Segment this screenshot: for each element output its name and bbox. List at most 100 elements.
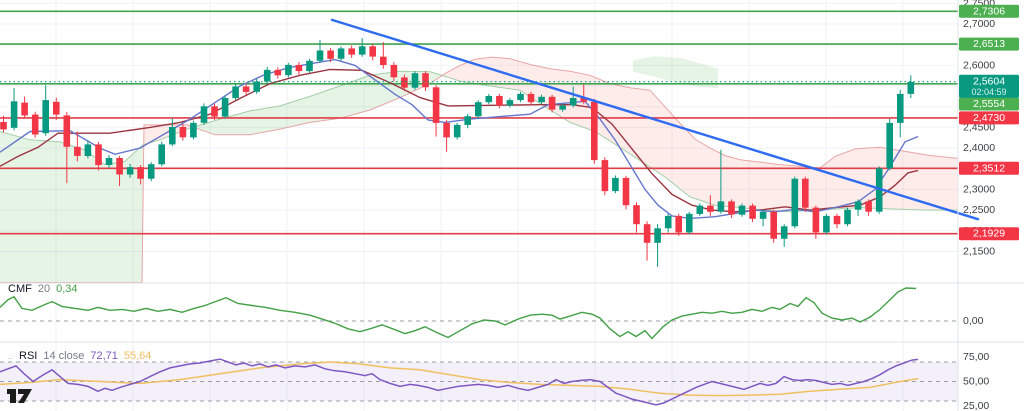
cmf-legend[interactable]: CMF 20 0,34 bbox=[8, 283, 78, 295]
candle-body bbox=[823, 215, 830, 233]
candle-body bbox=[517, 93, 524, 101]
ichimoku-cloud-segment bbox=[260, 108, 264, 133]
candle-body bbox=[105, 158, 113, 165]
ichimoku-cloud-segment bbox=[16, 135, 20, 283]
ichimoku-cloud-segment bbox=[636, 88, 640, 161]
ichimoku-cloud-segment bbox=[736, 158, 740, 208]
cmf-pane[interactable] bbox=[0, 287, 958, 340]
ichimoku-cloud-segment bbox=[905, 151, 908, 210]
ichimoku-cloud-segment bbox=[284, 103, 288, 129]
ichimoku-cloud-segment bbox=[952, 157, 956, 211]
price-axis[interactable]: 2,75002,70002,65002,60002,55002,50002,45… bbox=[957, 0, 1019, 411]
candle-body bbox=[0, 122, 7, 130]
descending-trendline[interactable] bbox=[330, 18, 980, 221]
ichimoku-cloud-segment bbox=[356, 78, 360, 114]
ichimoku-cloud-segment bbox=[310, 95, 312, 123]
ichimoku-cloud-segment bbox=[132, 151, 136, 283]
ichimoku-cloud-segment bbox=[648, 89, 650, 168]
price-level-badge: 2,7306 bbox=[959, 4, 1019, 18]
ichimoku-cloud-segment bbox=[852, 148, 855, 209]
ichimoku-cloud-segment bbox=[200, 123, 204, 131]
ichimoku-cloud-segment bbox=[252, 109, 256, 135]
ichimoku-cloud-segment bbox=[676, 118, 680, 189]
price-level-badge-text: 2,5554 bbox=[973, 98, 1005, 110]
ichimoku-cloud-segment bbox=[928, 155, 930, 211]
ichimoku-cloud-segment bbox=[732, 157, 736, 208]
ichimoku-cloud-segment bbox=[52, 141, 56, 283]
ichimoku-cloud-segment bbox=[124, 161, 125, 283]
ichimoku-cloud-segment bbox=[904, 151, 905, 210]
ichimoku-cloud-segment bbox=[944, 157, 948, 211]
ichimoku-cloud-segment bbox=[820, 164, 824, 210]
ichimoku-cloud-segment bbox=[936, 156, 940, 211]
ichimoku-cloud-segment bbox=[628, 87, 630, 154]
ichimoku-cloud-segment bbox=[604, 81, 608, 140]
candle-body bbox=[496, 96, 503, 106]
price-level-badge-bg bbox=[959, 227, 1019, 241]
ichimoku-cloud-segment bbox=[56, 141, 60, 283]
ichimoku-cloud-segment bbox=[208, 121, 212, 134]
ichimoku-cloud-segment bbox=[220, 118, 224, 135]
ichimoku-cloud-segment bbox=[948, 157, 952, 211]
ichimoku-cloud-segment bbox=[40, 140, 44, 283]
ichimoku-cloud-segment bbox=[568, 70, 570, 123]
ichimoku-cloud-segment bbox=[48, 141, 52, 283]
candle-body bbox=[907, 81, 915, 94]
ichimoku-cloud-segment bbox=[704, 144, 708, 203]
candle-body bbox=[601, 160, 609, 192]
ichimoku-cloud-segment bbox=[488, 57, 490, 86]
candle-body bbox=[749, 205, 756, 219]
candle-body bbox=[759, 211, 767, 219]
tradingview-logo[interactable] bbox=[5, 384, 39, 406]
main-price-pane[interactable] bbox=[0, 10, 958, 283]
ichimoku-cloud-segment bbox=[748, 160, 752, 209]
rsi-line bbox=[0, 358, 919, 406]
rsi-collapse-dots[interactable]: .. bbox=[8, 351, 14, 361]
rsi-legend[interactable]: .. RSI 14 close 72,71 55,64 bbox=[8, 350, 151, 362]
ichimoku-cloud-segment bbox=[144, 124, 148, 145]
ichimoku-cloud-segment bbox=[340, 84, 344, 119]
candle-body bbox=[664, 215, 672, 229]
candle-body bbox=[232, 86, 239, 99]
candle-body bbox=[116, 158, 123, 175]
ichimoku-cloud-segment bbox=[630, 87, 632, 156]
rsi-pane[interactable] bbox=[0, 358, 958, 406]
candle-body bbox=[190, 122, 197, 138]
ichimoku-cloud-segment bbox=[844, 151, 848, 209]
ichimoku-cloud-segment bbox=[84, 149, 85, 283]
ichimoku-cloud-segment bbox=[680, 123, 684, 193]
ichimoku-cloud-segment bbox=[545, 67, 548, 109]
ichimoku-cloud-segment bbox=[812, 167, 815, 211]
candle-body bbox=[453, 124, 461, 138]
ichimoku-cloud-segment bbox=[288, 102, 292, 128]
ichimoku-cloud-segment bbox=[612, 84, 616, 145]
ichimoku-cloud-segment bbox=[520, 61, 524, 93]
ichimoku-cloud-segment bbox=[484, 57, 488, 86]
candle-body bbox=[559, 105, 566, 110]
ichimoku-cloud-segment bbox=[396, 71, 400, 100]
ichimoku-cloud-segment bbox=[328, 88, 332, 120]
ichimoku-cloud-segment bbox=[576, 72, 580, 127]
ichimoku-cloud-segment bbox=[8, 133, 12, 283]
candle-body bbox=[63, 115, 71, 147]
ichimoku-cloud-segment bbox=[780, 164, 784, 212]
candle-body bbox=[95, 144, 102, 166]
candle-body bbox=[654, 228, 661, 243]
ichimoku-cloud-segment bbox=[664, 105, 665, 177]
ichimoku-cloud-segment bbox=[76, 147, 80, 283]
ichimoku-cloud-segment bbox=[712, 149, 715, 206]
ichimoku-cloud-segment bbox=[768, 163, 772, 211]
ichimoku-cloud-segment bbox=[336, 86, 340, 119]
countdown-timer: 02:04:59 bbox=[971, 87, 1006, 97]
candle-body bbox=[527, 93, 535, 103]
candle-body bbox=[464, 116, 471, 125]
ichimoku-cloud-segment bbox=[624, 86, 628, 153]
price-level-badge-text: 2,6513 bbox=[973, 38, 1005, 50]
ichimoku-cloud-segment bbox=[332, 87, 336, 120]
candle-body bbox=[422, 73, 429, 88]
ichimoku-cloud-segment bbox=[492, 57, 496, 87]
ichimoku-cloud-segment bbox=[125, 158, 128, 283]
ichimoku-cloud-segment bbox=[248, 110, 250, 135]
